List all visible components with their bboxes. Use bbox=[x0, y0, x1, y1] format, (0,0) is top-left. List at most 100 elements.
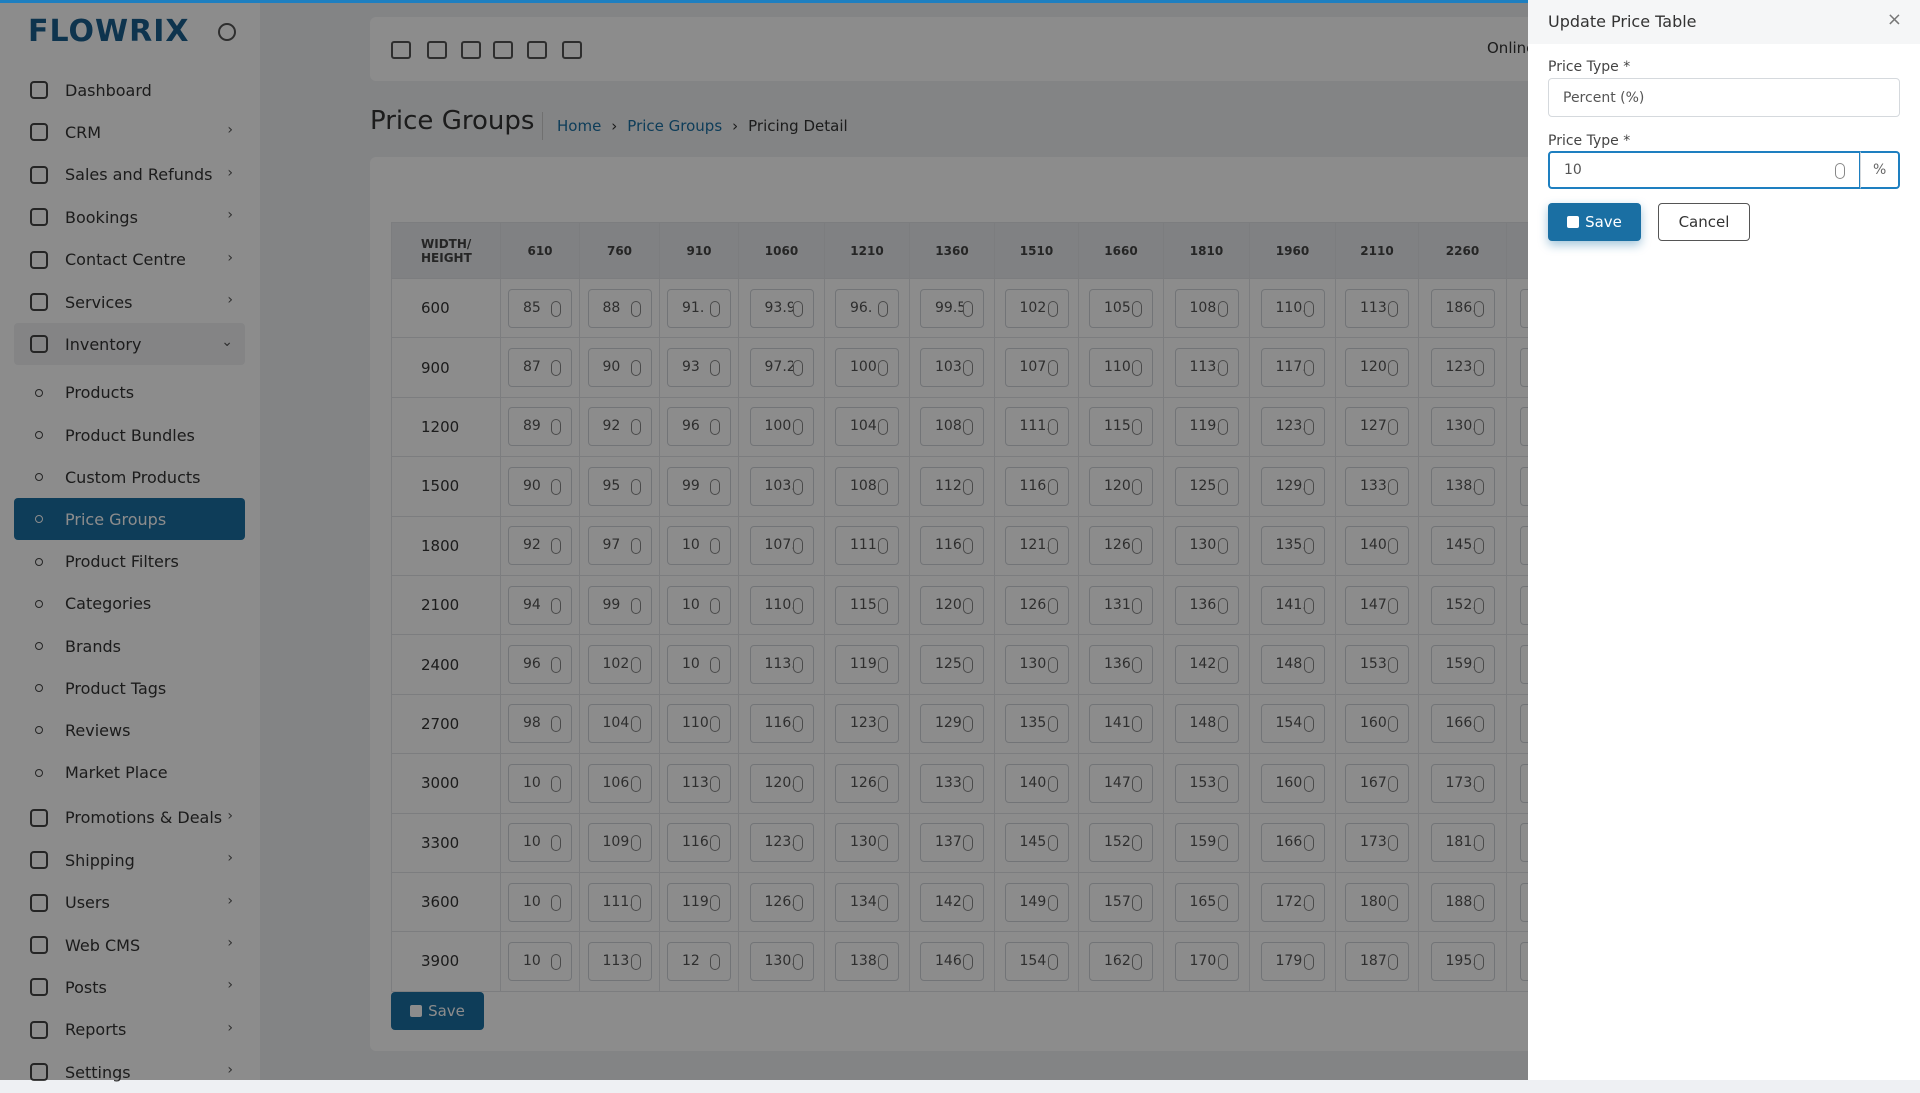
price-input[interactable]: 91. bbox=[667, 288, 731, 328]
price-input[interactable]: 106 bbox=[587, 763, 652, 803]
price-input[interactable]: 108 bbox=[835, 466, 899, 506]
price-input[interactable]: 159 bbox=[1174, 823, 1239, 863]
price-input[interactable]: 160 bbox=[1345, 704, 1409, 744]
submenu-item[interactable]: Product Tags bbox=[14, 667, 245, 709]
price-input[interactable]: 96 bbox=[667, 407, 731, 447]
price-input[interactable]: 10 bbox=[508, 941, 572, 981]
price-input[interactable]: 113. bbox=[1345, 288, 1409, 328]
price-input[interactable]: 112. bbox=[920, 466, 984, 506]
submenu-item[interactable]: Product Filters bbox=[14, 541, 245, 583]
menu-item[interactable]: Users › bbox=[14, 882, 245, 924]
menu-item[interactable]: Settings › bbox=[14, 1051, 245, 1093]
price-input[interactable]: 116 bbox=[1004, 466, 1069, 506]
menu-item[interactable]: Posts › bbox=[14, 966, 245, 1008]
price-input[interactable]: 119. bbox=[1174, 407, 1239, 447]
price-input[interactable]: 102 bbox=[1004, 288, 1069, 328]
close-button[interactable]: × bbox=[1886, 9, 1902, 30]
price-input[interactable]: 93 bbox=[667, 348, 731, 388]
menu-item[interactable]: Reports › bbox=[14, 1009, 245, 1051]
price-input[interactable]: 123. bbox=[1430, 348, 1495, 388]
price-input[interactable]: 145. bbox=[1430, 526, 1495, 566]
price-input[interactable]: 141. bbox=[1260, 585, 1325, 625]
menu-item[interactable]: Services › bbox=[14, 281, 245, 323]
price-input[interactable]: 111. bbox=[587, 882, 652, 922]
save-button[interactable]: Save bbox=[1548, 203, 1641, 241]
icon[interactable] bbox=[562, 41, 582, 59]
icon[interactable] bbox=[527, 41, 547, 59]
price-input[interactable]: 10 bbox=[508, 882, 572, 922]
price-input[interactable]: 135 bbox=[1004, 704, 1069, 744]
price-input[interactable]: 148 bbox=[1260, 645, 1325, 685]
price-input[interactable]: 126. bbox=[749, 882, 814, 922]
price-input[interactable]: 153 bbox=[1345, 645, 1409, 685]
price-input[interactable]: 136 bbox=[1174, 585, 1239, 625]
price-input[interactable]: 107. bbox=[749, 526, 814, 566]
price-input[interactable]: 137. bbox=[920, 823, 984, 863]
price-input[interactable]: 153 bbox=[1174, 763, 1239, 803]
price-input[interactable]: 125. bbox=[920, 645, 984, 685]
price-input[interactable]: 140 bbox=[1345, 526, 1409, 566]
price-input[interactable]: 116. bbox=[920, 526, 984, 566]
price-input[interactable]: 99 bbox=[667, 466, 731, 506]
price-input[interactable]: 146 bbox=[920, 941, 984, 981]
price-input[interactable]: 130 bbox=[835, 823, 899, 863]
price-input[interactable]: 135. bbox=[1260, 526, 1325, 566]
menu-item[interactable]: Bookings › bbox=[14, 196, 245, 238]
price-input[interactable]: 166. bbox=[1430, 704, 1495, 744]
price-input[interactable]: 120 bbox=[1345, 348, 1409, 388]
menu-item[interactable]: Dashboard bbox=[14, 69, 245, 111]
price-input[interactable]: 154 bbox=[1004, 941, 1069, 981]
price-input[interactable]: 105. bbox=[1089, 288, 1153, 328]
price-input[interactable]: 87 bbox=[508, 348, 572, 388]
menu-item[interactable]: Web CMS › bbox=[14, 924, 245, 966]
price-input[interactable]: 88 bbox=[587, 288, 652, 328]
price-input[interactable]: 107 bbox=[1004, 348, 1069, 388]
submenu-item[interactable]: Reviews bbox=[14, 709, 245, 751]
menu-item[interactable]: Promotions & Deals › bbox=[14, 797, 245, 839]
cancel-button[interactable]: Cancel bbox=[1658, 203, 1750, 241]
price-input[interactable]: 157. bbox=[1089, 882, 1153, 922]
price-input[interactable]: 152. bbox=[1430, 585, 1495, 625]
price-input[interactable]: 116. bbox=[749, 704, 814, 744]
icon[interactable] bbox=[493, 41, 513, 59]
price-input[interactable]: 187 bbox=[1345, 941, 1409, 981]
price-input[interactable]: 129. bbox=[920, 704, 984, 744]
price-input[interactable]: 123 bbox=[835, 704, 899, 744]
price-input[interactable]: 96. bbox=[835, 288, 899, 328]
price-input[interactable]: 167 bbox=[1345, 763, 1409, 803]
price-input[interactable]: 170 bbox=[1174, 941, 1239, 981]
price-input[interactable]: 160 bbox=[1260, 763, 1325, 803]
price-input[interactable]: 120. bbox=[1089, 466, 1153, 506]
logo[interactable]: FLOWRIX bbox=[28, 14, 190, 49]
menu-item[interactable]: Sales and Refunds › bbox=[14, 154, 245, 196]
price-input[interactable]: 188. bbox=[1430, 882, 1495, 922]
submenu-item[interactable]: Custom Products bbox=[14, 456, 245, 498]
price-input[interactable]: 131. bbox=[1089, 585, 1153, 625]
price-input[interactable]: 108 bbox=[1174, 288, 1239, 328]
settings-toggle[interactable] bbox=[218, 23, 236, 41]
price-input[interactable]: 108 bbox=[920, 407, 984, 447]
price-input[interactable]: 10 bbox=[508, 823, 572, 863]
icon[interactable] bbox=[391, 41, 411, 59]
price-input[interactable]: 149 bbox=[1004, 882, 1069, 922]
breadcrumb-item[interactable]: Price Groups bbox=[627, 117, 723, 135]
icon[interactable] bbox=[461, 41, 481, 59]
price-input[interactable]: 134 bbox=[835, 882, 899, 922]
price-input[interactable]: 138. bbox=[1430, 466, 1495, 506]
price-input[interactable]: 110 bbox=[667, 704, 731, 744]
price-input[interactable]: 186. bbox=[1430, 288, 1495, 328]
price-input[interactable]: 180 bbox=[1345, 882, 1409, 922]
price-input[interactable]: 179 bbox=[1260, 941, 1325, 981]
price-input[interactable]: 119. bbox=[835, 645, 899, 685]
price-input[interactable]: 115. bbox=[1089, 407, 1153, 447]
price-input[interactable]: 89 bbox=[508, 407, 572, 447]
price-input[interactable]: 10 bbox=[667, 526, 731, 566]
price-input[interactable]: 117.1 bbox=[1260, 348, 1325, 388]
price-input[interactable]: 133 bbox=[1345, 466, 1409, 506]
price-input[interactable]: 85 bbox=[508, 288, 572, 328]
price-input[interactable]: 97 bbox=[587, 526, 652, 566]
submenu-item[interactable]: Product Bundles bbox=[14, 414, 245, 456]
price-input[interactable]: 104 bbox=[587, 704, 652, 744]
price-input[interactable]: 133. bbox=[920, 763, 984, 803]
price-input[interactable]: 113 bbox=[667, 763, 731, 803]
